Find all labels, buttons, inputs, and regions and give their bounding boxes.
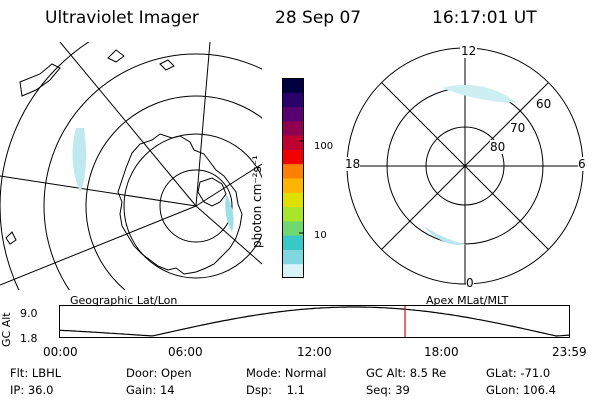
xtick-2359: 23:59: [552, 345, 587, 359]
altitude-ytick-min: 1.8: [20, 332, 38, 345]
colorbar-swatch: [282, 163, 304, 179]
info-filter: Flt: LBHL: [10, 366, 62, 380]
info-ip: IP: 36.0: [10, 383, 54, 397]
xtick-1800: 18:00: [424, 345, 459, 359]
mlat-label-80: 80: [490, 140, 506, 154]
geographic-map: [0, 42, 262, 290]
info-seq: Seq: 39: [366, 383, 410, 397]
colorbar-swatch: [282, 78, 304, 93]
colorbar-swatch: [282, 106, 304, 122]
colorbar-swatch: [282, 235, 304, 250]
colorbar-swatch: [282, 120, 304, 136]
date-text: 28 Sep 07: [275, 8, 362, 28]
time-text: 16:17:01 UT: [432, 8, 537, 28]
colorbar-swatch: [282, 220, 304, 236]
instrument-title: Ultraviolet Imager: [45, 8, 199, 28]
colorbar-tick-10: 10: [314, 230, 327, 241]
colorbar-tick-100: 100: [314, 141, 334, 152]
mlat-label-60: 60: [536, 97, 552, 111]
right-panel-label: Apex MLat/MLT: [426, 294, 509, 307]
info-gc-alt: GC Alt: 8.5 Re: [366, 366, 447, 380]
info-mode: Mode: Normal: [246, 366, 327, 380]
info-gain: Gain: 14: [126, 383, 175, 397]
colorbar-swatch: [282, 249, 304, 265]
xtick-0000: 00:00: [43, 345, 78, 359]
colorbar-unit-label: photon cm⁻²s⁻¹: [250, 155, 264, 248]
altitude-plot: [59, 305, 570, 338]
mlt-label-12: 12: [460, 44, 478, 58]
info-glon: GLon: 106.4: [486, 383, 556, 397]
colorbar: [282, 78, 304, 278]
mlat-label-70: 70: [510, 121, 526, 135]
colorbar-swatch: [282, 135, 304, 150]
altitude-ylabel: GC Alt: [0, 312, 13, 347]
xtick-1200: 12:00: [297, 345, 332, 359]
colorbar-swatch: [282, 263, 304, 278]
colorbar-swatch: [282, 92, 304, 108]
colorbar-swatch: [282, 192, 304, 208]
colorbar-swatch: [282, 149, 304, 165]
colorbar-frame: [282, 78, 304, 278]
mlt-label-0: 0: [466, 276, 474, 290]
colorbar-swatch: [282, 206, 304, 222]
xtick-0600: 06:00: [168, 345, 203, 359]
colorbar-swatch: [282, 178, 304, 193]
mlt-label-18: 18: [345, 157, 361, 171]
altitude-ytick-max: 9.0: [20, 307, 38, 320]
mlt-label-6: 6: [578, 157, 586, 171]
left-panel-label: Geographic Lat/Lon: [70, 294, 178, 307]
info-glat: GLat: -71.0: [486, 366, 551, 380]
info-dsp: Dsp: 1.1: [246, 383, 305, 397]
info-door: Door: Open: [126, 366, 192, 380]
magnetic-polar-plot: [346, 47, 584, 285]
